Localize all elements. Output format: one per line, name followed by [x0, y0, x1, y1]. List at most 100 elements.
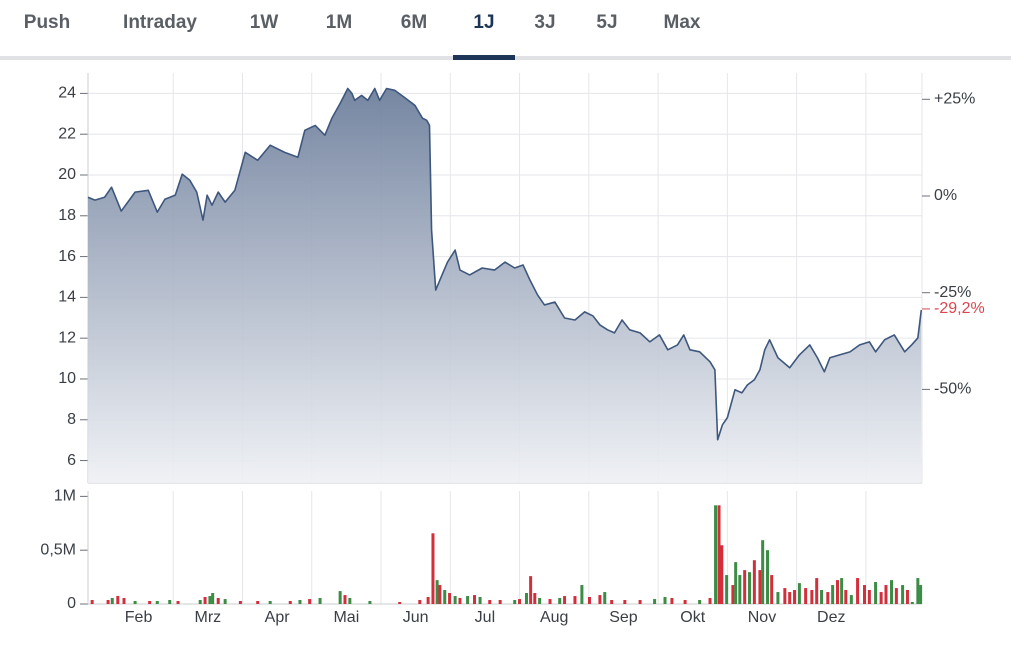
x-tick-label: Aug [540, 609, 568, 626]
x-tick-label: Nov [748, 609, 776, 626]
volume-bar [368, 600, 372, 604]
volume-bar [758, 570, 762, 604]
y-tick-label: 10 [58, 370, 76, 387]
volume-bar [663, 597, 667, 604]
volume-bar [563, 596, 567, 604]
x-tick-label: Jun [403, 609, 429, 626]
tab[interactable]: 5J [596, 12, 618, 33]
x-tick-label: Mrz [195, 609, 222, 626]
volume-bar [466, 596, 470, 604]
volume-bar [580, 585, 584, 604]
volume-bar [426, 597, 430, 604]
volume-bar [670, 597, 674, 604]
volume-bar [203, 597, 207, 604]
volume-bar [638, 600, 642, 604]
volume-bar [198, 600, 202, 604]
volume-bar [513, 600, 517, 604]
volume-bar [810, 590, 814, 604]
volume-bar [884, 585, 888, 604]
y-tick-label: 8 [67, 411, 76, 428]
volume-bar [533, 593, 537, 604]
volume-bar [820, 590, 824, 604]
volume-bar [216, 597, 220, 604]
volume-bar [905, 590, 909, 604]
volume-bar [717, 505, 721, 604]
volume-bar [176, 600, 180, 604]
volume-bar [603, 592, 607, 604]
volume-bar [558, 597, 562, 604]
tab[interactable]: 1J [473, 12, 495, 33]
tab[interactable]: 6M [400, 12, 428, 33]
volume-bar [708, 597, 712, 604]
volume-bar [488, 600, 492, 604]
volume-bar [844, 590, 848, 604]
volume-bar [783, 588, 787, 604]
volume-bar [610, 600, 614, 604]
volume-bar [288, 600, 292, 604]
volume-bar [683, 600, 687, 604]
volume-bar [840, 578, 844, 604]
y-tick-label: 20 [58, 166, 76, 183]
tab[interactable]: Max [663, 12, 701, 33]
volume-bar [348, 597, 352, 604]
tab[interactable]: 3J [534, 12, 556, 33]
volume-bar [793, 590, 797, 604]
x-tick-label: Feb [125, 609, 153, 626]
volume-bar [761, 540, 765, 604]
volume-bar [894, 588, 898, 604]
volume-bar [298, 600, 302, 604]
volume-bar [653, 599, 657, 604]
volume-bar [518, 599, 522, 604]
volume-bar [849, 595, 853, 604]
volume-bar [548, 599, 552, 604]
volume-bar [588, 597, 592, 604]
volume-bar [211, 593, 215, 604]
volume-bar [856, 578, 860, 604]
volume-bar [473, 595, 477, 604]
x-tick-label: Okt [680, 609, 705, 626]
volume-bar [478, 597, 482, 604]
tab[interactable]: Push [23, 12, 71, 33]
tab[interactable]: 1M [325, 12, 353, 33]
volume-bar [573, 596, 577, 604]
y-tick-label: 14 [58, 289, 76, 306]
y2-tick-label: -25% [934, 284, 971, 301]
volume-bar [308, 599, 312, 604]
volume-bar [797, 583, 801, 604]
y2-tick-label: +25% [934, 91, 975, 108]
volume-bar [738, 575, 742, 604]
volume-bar [788, 592, 792, 604]
y-tick-label: 0,5M [40, 541, 76, 558]
y2-tick-label: 0% [934, 187, 957, 204]
y-tick-label: 12 [58, 329, 76, 346]
volume-bar [418, 600, 422, 604]
area-fill [88, 88, 922, 483]
volume-bar [268, 600, 272, 604]
volume-bar [815, 578, 819, 604]
volume-bar [443, 590, 447, 604]
volume-bar [133, 600, 137, 604]
volume-bar [438, 585, 442, 604]
tab[interactable]: Intraday [123, 12, 197, 33]
volume-bar [168, 600, 172, 604]
tab[interactable]: 1W [249, 12, 279, 33]
volume-bar [720, 545, 724, 604]
volume-bar [498, 600, 502, 604]
y-tick-label: 0 [67, 595, 76, 612]
volume-bar [698, 600, 702, 604]
y-tick-label: 16 [58, 248, 76, 265]
volume-bar [90, 600, 94, 604]
volume-bar [343, 595, 347, 604]
volume-bar [766, 550, 770, 604]
volume-bar [458, 597, 462, 604]
volume-bar [826, 592, 830, 604]
last-change-label: -29,2% [934, 300, 985, 317]
volume-bar [208, 596, 212, 604]
volume-bar [804, 588, 808, 604]
volume-bar [752, 560, 756, 604]
x-tick-label: Sep [609, 609, 638, 626]
volume-bar [916, 578, 920, 604]
volume-bar [598, 595, 602, 604]
volume-bar [831, 585, 835, 604]
volume-bar [338, 591, 342, 604]
